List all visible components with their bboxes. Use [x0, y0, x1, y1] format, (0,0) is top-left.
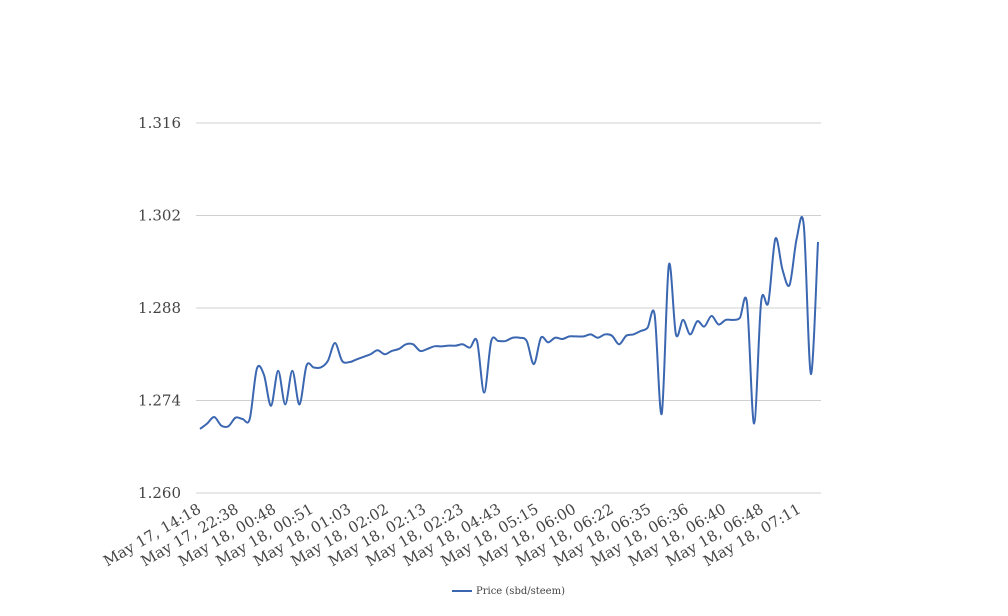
legend-label: Price (sbd/steem) [476, 586, 565, 597]
y-tick-label: 1.260 [138, 484, 181, 502]
y-tick-label: 1.288 [138, 299, 181, 317]
y-axis-tick-labels: 1.260 1.274 1.288 1.302 1.316 [138, 114, 181, 502]
gridlines [196, 122, 821, 494]
series-lines [199, 215, 819, 430]
y-tick-label: 1.316 [138, 114, 181, 132]
y-tick-label: 1.274 [138, 392, 181, 410]
series-line [199, 215, 819, 430]
y-tick-label: 1.302 [138, 207, 181, 225]
legend: Price (sbd/steem) [452, 586, 565, 597]
